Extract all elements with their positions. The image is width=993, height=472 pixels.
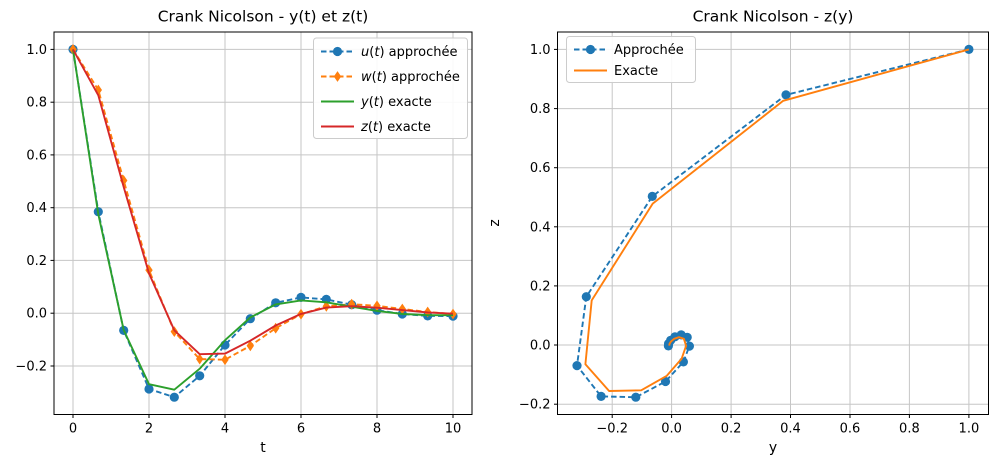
x-tick-label: 1.0 [959,422,980,437]
y-tick-label: 1.0 [530,43,551,58]
x-axis-label: y [769,440,777,456]
circle-marker [647,191,657,201]
diamond-marker [196,353,204,365]
circle-marker [572,361,582,371]
x-tick-label: 0.6 [840,422,861,437]
series-line-3 [72,48,454,356]
y-tick-label: 0.2 [26,254,47,269]
x-tick-label: 8 [373,422,381,437]
x-tick-label: 0.4 [780,422,801,437]
y-tick-label: 0.8 [530,102,551,117]
x-tick-label: 0.0 [661,422,682,437]
x-tick-label: 6 [297,422,305,437]
y-tick-label: 0.6 [530,161,551,176]
circle-marker [684,341,695,351]
x-axis-label: t [260,440,266,456]
series-line-1 [72,48,454,361]
y-tick-label: −0.2 [519,398,551,413]
legend-label: w(t) approchée [361,70,460,85]
series-line-0 [576,48,970,399]
legend-label: y(t) exacte [360,95,432,110]
y-tick-label: −0.2 [15,360,47,375]
chart-title: Crank Nicolson - z(y) [693,8,854,26]
circle-marker [169,392,179,402]
y-tick-label: 0.6 [26,148,47,163]
circle-marker [332,46,343,57]
legend-label: Approchée [614,43,684,58]
x-tick-label: 0.2 [721,422,742,437]
circle-marker [781,90,791,100]
diamond-marker [449,308,457,320]
legend-box [313,37,468,139]
x-tick-label: 4 [221,422,229,437]
diamond-marker [221,354,229,366]
circle-marker [195,371,205,381]
series-line-2 [72,49,453,391]
y-tick-label: 0.4 [530,220,551,235]
legend-label: u(t) approchée [361,45,458,60]
circle-marker [144,384,154,394]
diamond-marker [398,303,406,315]
diamond-marker [322,300,330,312]
diamond-marker [246,340,254,352]
y-tick-label: 0.0 [26,307,47,322]
circle-marker [585,44,596,55]
legend-label: Exacte [614,64,658,79]
circle-marker [663,341,674,351]
subplot-1: −0.2 0.0 0.2 0.4 0.6 0.8 1.0 1.0 0.8 0.6 0.4 0.2 0.0… [487,8,989,456]
series-line-1 [584,48,970,392]
y-tick-label: 0.0 [530,339,551,354]
y-tick-label: 1.0 [26,43,47,58]
plot-border [53,31,473,415]
x-tick-label: 0 [69,422,77,437]
circle-marker [631,392,641,402]
circle-marker [581,292,591,302]
y-tick-label: 0.2 [530,279,551,294]
plot-border [557,31,989,415]
y-axis-label: z [487,219,503,226]
diamond-marker [94,84,102,96]
x-tick-label: −0.2 [596,422,628,437]
chart-title: Crank Nicolson - y(t) et z(t) [158,8,369,26]
circle-marker [678,357,689,367]
x-tick-label: 10 [445,422,462,437]
circle-marker [596,391,606,401]
subplot-0: 0 2 4 6 8 10 1.0 0.8 0.6 0.4 0.2 0.0 −0.2 Crank Nicol… [15,8,473,456]
y-tick-label: 0.4 [26,201,47,216]
x-tick-label: 0.8 [899,422,920,437]
y-tick-label: 0.8 [26,96,47,111]
diamond-marker [333,71,342,82]
legend-label: z(t) exacte [360,120,431,135]
circle-marker [660,376,671,387]
x-tick-label: 2 [145,422,153,437]
